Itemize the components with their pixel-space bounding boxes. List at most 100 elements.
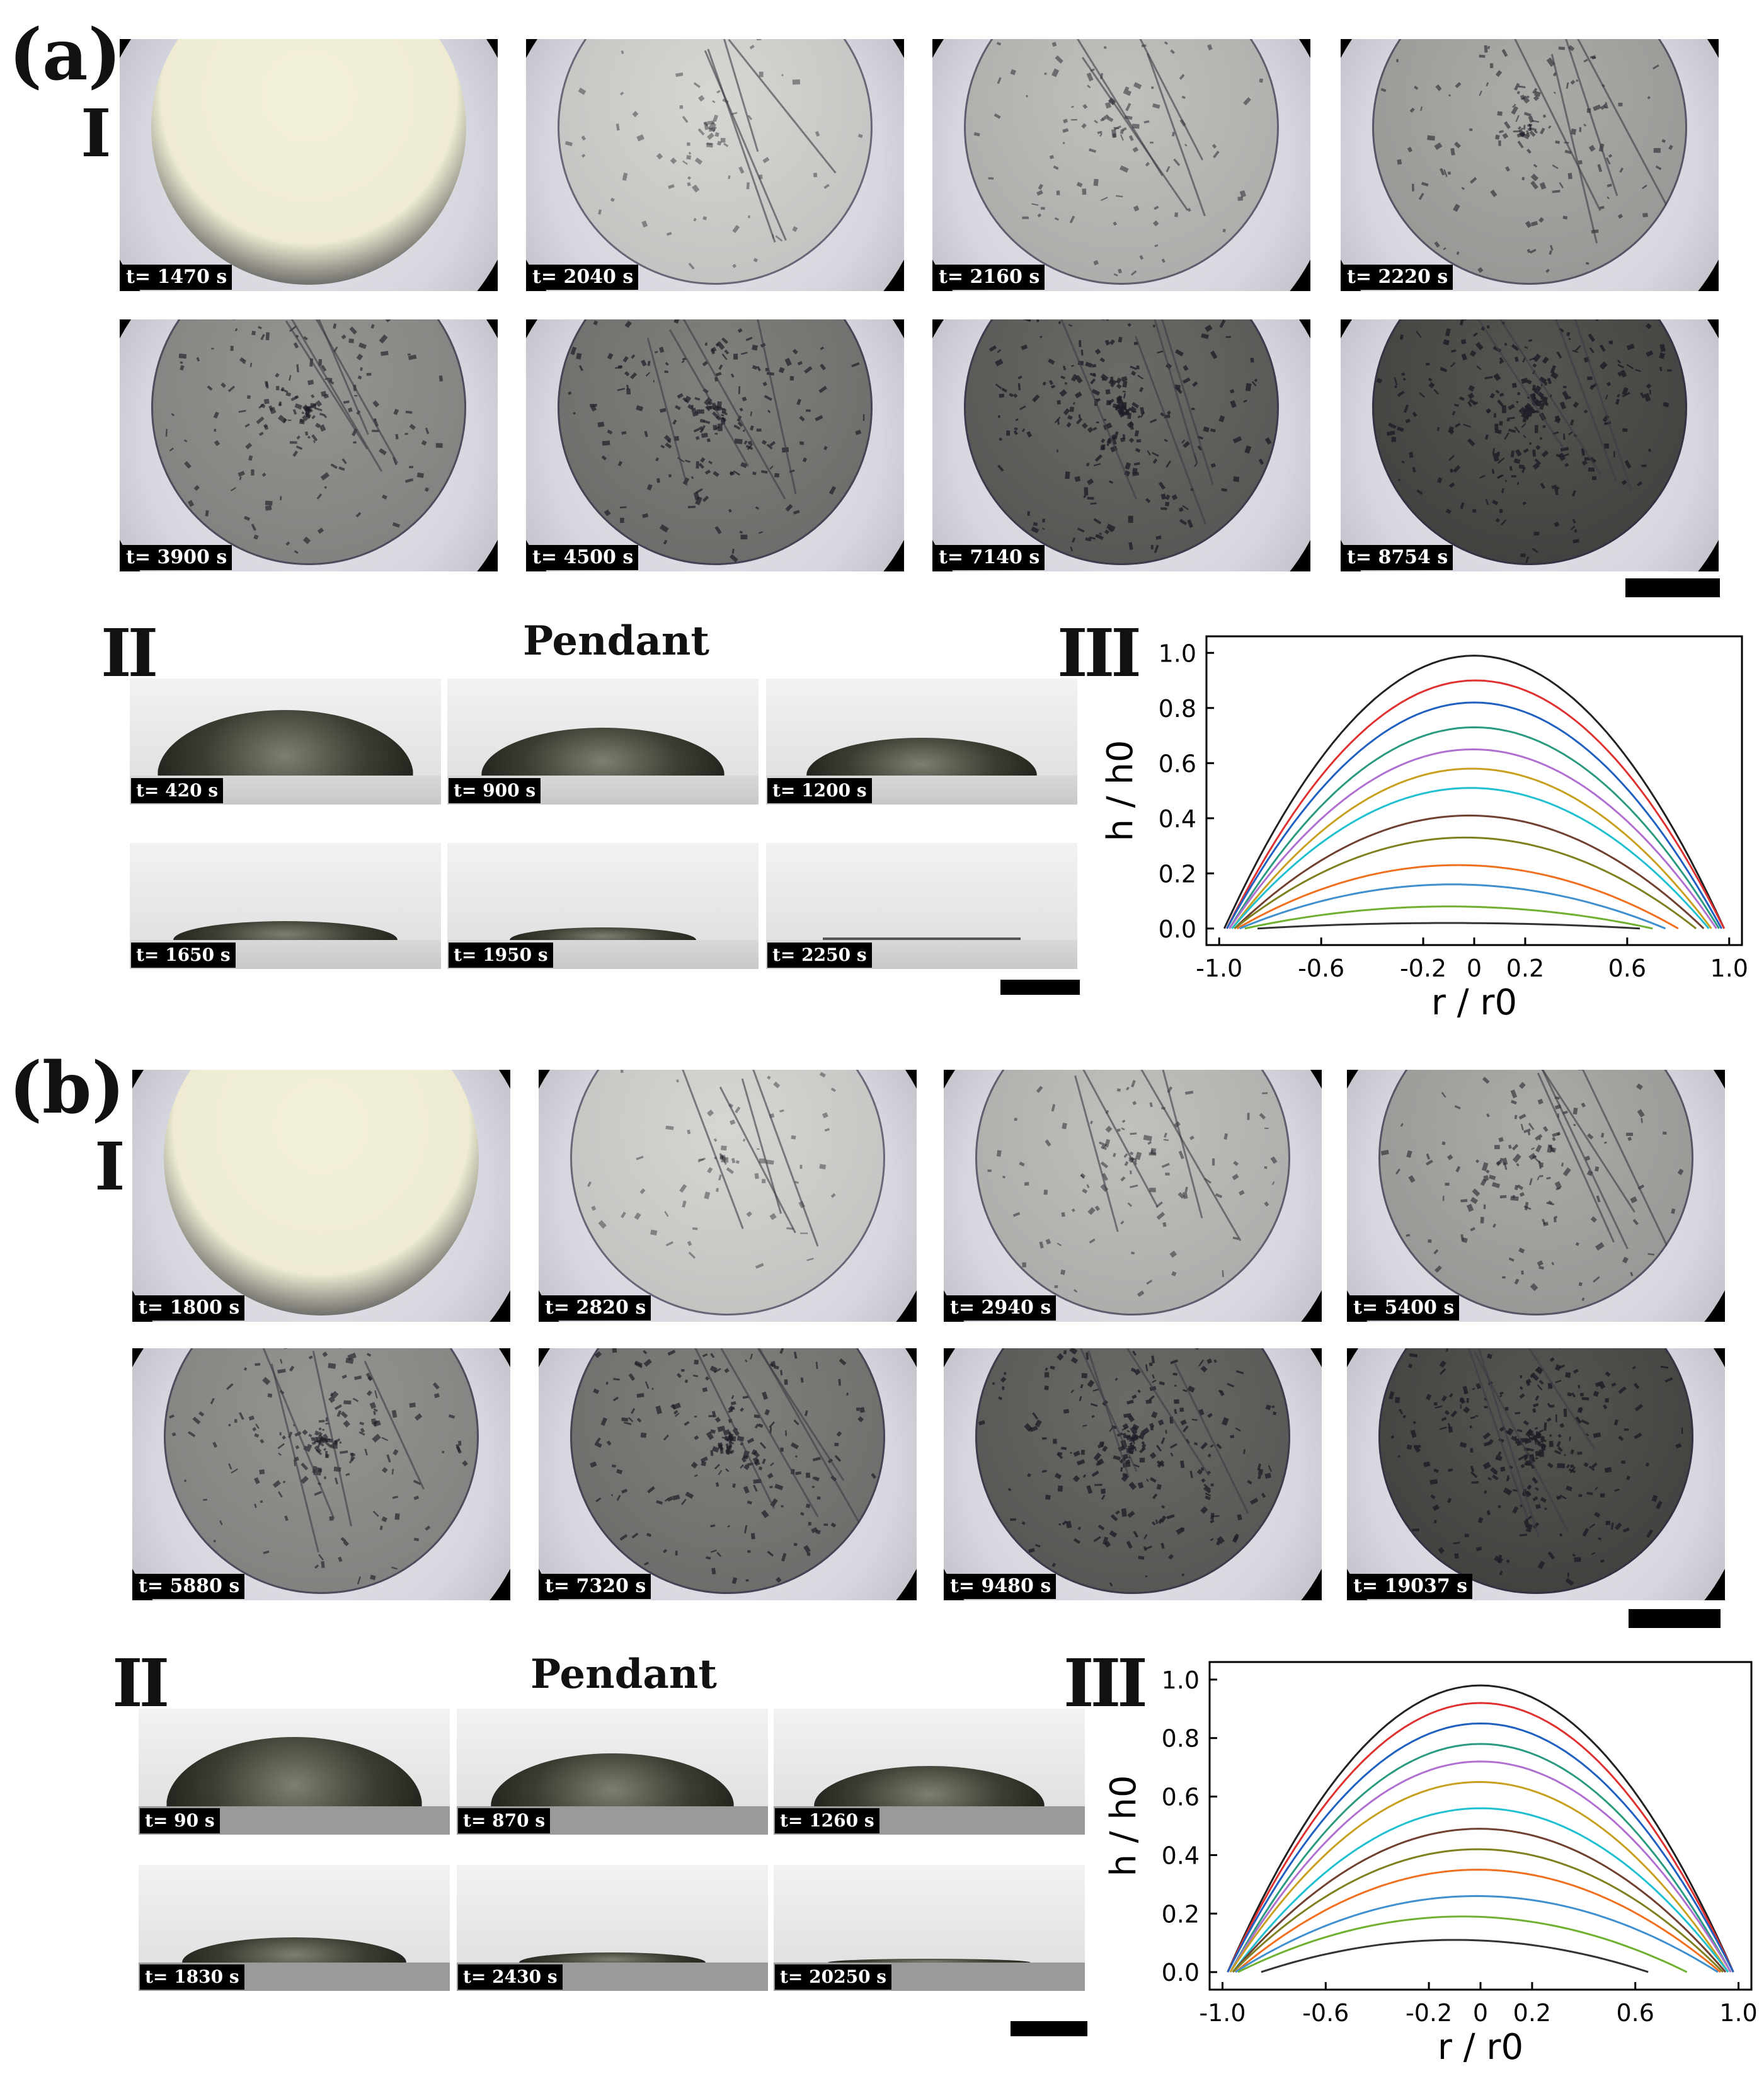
- profile-line: [1229, 1743, 1732, 1973]
- profile-line: [1228, 748, 1717, 929]
- y-axis-label: h / h0: [1103, 1775, 1144, 1876]
- panel-b-topview-scalebar: [1629, 1609, 1721, 1628]
- topview-frame: t= 19037 s: [1347, 1348, 1725, 1600]
- timestamp-label: t= 5400 s: [1348, 1295, 1460, 1321]
- profile-line: [1231, 767, 1712, 929]
- x-tick-label: -0.2: [1406, 1999, 1452, 2027]
- timestamp-label: t= 1200 s: [767, 778, 872, 803]
- profile-line: [1226, 701, 1722, 929]
- timestamp-label: t= 1470 s: [121, 265, 232, 290]
- panel-a-sideview-scalebar: [1000, 980, 1080, 995]
- x-tick-label: -0.6: [1298, 954, 1344, 982]
- panel-a-label: (a): [9, 14, 122, 96]
- y-tick-label: 1.0: [1162, 1666, 1200, 1694]
- topview-frame: t= 5880 s: [132, 1348, 510, 1600]
- profile-line: [1261, 1939, 1649, 1973]
- x-tick-label: -1.0: [1196, 954, 1242, 982]
- y-tick-label: 0.0: [1162, 1959, 1200, 1986]
- y-tick-label: 0.8: [1162, 1725, 1200, 1753]
- x-tick-label: 0.2: [1513, 1999, 1551, 2027]
- x-tick-label: 0: [1473, 1999, 1488, 2027]
- profile-line: [1236, 864, 1679, 930]
- timestamp-label: t= 19037 s: [1348, 1574, 1473, 1599]
- profile-line: [1226, 679, 1726, 929]
- topview-frame: t= 2040 s: [526, 39, 904, 291]
- x-tick-label: -1.0: [1199, 1999, 1246, 2027]
- x-axis-label: r / r0: [1438, 2027, 1523, 2068]
- sideview-frame: t= 900 s: [447, 679, 759, 805]
- timestamp-label: t= 1830 s: [140, 1964, 244, 1990]
- profile-line: [1228, 726, 1720, 929]
- profile-line: [1244, 905, 1653, 930]
- profile-line: [1232, 1848, 1724, 1973]
- profile-line: [1231, 787, 1710, 929]
- timestamp-label: t= 7140 s: [934, 545, 1045, 570]
- y-tick-label: 0.4: [1159, 805, 1196, 833]
- timestamp-label: t= 90 s: [140, 1808, 220, 1833]
- topview-frame: t= 2220 s: [1341, 39, 1719, 291]
- panel-a-pendant-title: Pendant: [523, 617, 709, 665]
- profile-line: [1232, 1807, 1729, 1973]
- timestamp-label: t= 7320 s: [540, 1574, 651, 1599]
- timestamp-label: t= 1800 s: [134, 1295, 245, 1321]
- y-tick-label: 0.6: [1162, 1784, 1200, 1811]
- sideview-frame: t= 2250 s: [766, 843, 1077, 969]
- sideview-frame: t= 90 s: [139, 1709, 450, 1835]
- profile-line: [1229, 1780, 1729, 1973]
- topview-frame: t= 2160 s: [932, 39, 1310, 291]
- y-tick-label: 0.2: [1162, 1900, 1200, 1928]
- x-tick-label: 1.0: [1710, 954, 1748, 982]
- sideview-frame: t= 1650 s: [130, 843, 441, 969]
- y-axis-label: h / h0: [1100, 740, 1141, 841]
- timestamp-label: t= 1650 s: [131, 943, 236, 968]
- profile-line: [1234, 836, 1697, 929]
- y-tick-label: 1.0: [1159, 639, 1196, 667]
- y-tick-label: 0.8: [1159, 695, 1196, 723]
- timestamp-label: t= 1260 s: [775, 1808, 879, 1833]
- sideview-frame: t= 1260 s: [774, 1709, 1085, 1835]
- profile-line: [1229, 1760, 1732, 1973]
- sideview-frame: t= 2430 s: [457, 1865, 768, 1991]
- panel-b-sideview-scalebar: [1011, 2021, 1087, 2036]
- timestamp-label: t= 9480 s: [945, 1574, 1057, 1599]
- panel-a-row-I-label: I: [81, 95, 112, 172]
- topview-frame: t= 7140 s: [932, 319, 1310, 571]
- x-tick-label: 0.6: [1608, 954, 1646, 982]
- timestamp-label: t= 3900 s: [121, 545, 232, 570]
- sideview-frame: t= 1950 s: [447, 843, 759, 969]
- x-tick-label: 1.0: [1719, 1999, 1757, 2027]
- timestamp-label: t= 1950 s: [449, 943, 553, 968]
- profile-line: [1257, 922, 1641, 930]
- sideview-frame: t= 20250 s: [774, 1865, 1085, 1991]
- timestamp-label: t= 900 s: [449, 778, 541, 803]
- y-tick-label: 0.2: [1159, 860, 1196, 888]
- sideview-frame: t= 870 s: [457, 1709, 768, 1835]
- x-tick-label: 0.6: [1616, 1999, 1654, 2027]
- profile-line: [1239, 883, 1666, 930]
- profile-line: [1234, 814, 1705, 929]
- profile-line: [1232, 1828, 1727, 1973]
- panel-a-topview-scalebar: [1625, 578, 1720, 597]
- panel-b-pendant-title: Pendant: [530, 1651, 717, 1698]
- sideview-frame: t= 1830 s: [139, 1865, 450, 1991]
- timestamp-label: t= 5880 s: [134, 1574, 245, 1599]
- profile-line: [1227, 1684, 1734, 1973]
- topview-frame: t= 7320 s: [539, 1348, 917, 1600]
- timestamp-label: t= 2940 s: [945, 1295, 1057, 1321]
- timestamp-label: t= 2040 s: [527, 265, 639, 290]
- x-tick-label: -0.2: [1400, 954, 1446, 982]
- profile-line: [1235, 1895, 1719, 1973]
- topview-frame: t= 3900 s: [120, 319, 498, 571]
- profile-line: [1237, 1915, 1688, 1973]
- topview-frame: t= 1800 s: [132, 1070, 510, 1322]
- panel-b-height-profile-chart: 0.0 0.2 0.4 0.6 0.8 1.0 -1.0 -0.6 -0.2 0 0.2 0.6 1.0…: [1103, 1661, 1758, 2068]
- topview-frame: t= 2940 s: [944, 1070, 1322, 1322]
- x-tick-label: 0.2: [1506, 954, 1544, 982]
- profile-line: [1227, 1702, 1734, 1973]
- timestamp-label: t= 2220 s: [1342, 265, 1453, 290]
- panel-b-row-I-label: I: [94, 1128, 125, 1205]
- timestamp-label: t= 2250 s: [767, 943, 872, 968]
- y-tick-label: 0.0: [1159, 915, 1196, 943]
- timestamp-label: t= 2820 s: [540, 1295, 651, 1321]
- topview-frame: t= 5400 s: [1347, 1070, 1725, 1322]
